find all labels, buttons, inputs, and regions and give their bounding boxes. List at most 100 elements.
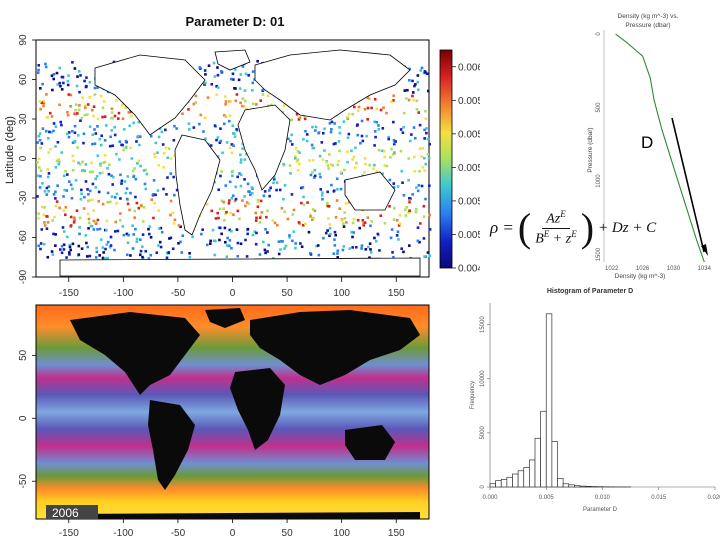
histogram-ytick-label: 10000 bbox=[480, 370, 486, 387]
map-data-dot bbox=[281, 207, 284, 210]
map-data-dot bbox=[417, 240, 420, 243]
map-data-dot bbox=[161, 231, 164, 234]
map-data-dot bbox=[91, 109, 94, 112]
map-data-dot bbox=[330, 128, 333, 131]
histogram-bar bbox=[569, 485, 575, 487]
map-data-dot bbox=[353, 218, 356, 221]
map-data-dot bbox=[195, 95, 198, 98]
map-data-dot bbox=[404, 208, 407, 211]
map-data-dot bbox=[193, 126, 196, 129]
map-data-dot bbox=[107, 192, 110, 195]
map-data-dot bbox=[40, 242, 43, 245]
map-data-dot bbox=[407, 157, 410, 160]
map-data-dot bbox=[411, 95, 414, 98]
map-data-dot bbox=[162, 143, 165, 146]
map-data-dot bbox=[47, 190, 50, 193]
map-data-dot bbox=[419, 222, 422, 225]
map-data-dot bbox=[179, 241, 182, 244]
map-data-dot bbox=[137, 160, 140, 163]
map-data-dot bbox=[144, 250, 147, 253]
map-data-dot bbox=[217, 217, 220, 220]
map-data-dot bbox=[401, 181, 404, 184]
histogram-panel: Histogram of Parameter D Frequency Param… bbox=[460, 285, 720, 540]
map-data-dot bbox=[40, 228, 43, 231]
map-data-dot bbox=[328, 153, 331, 156]
map-data-dot bbox=[374, 98, 377, 101]
map-data-dot bbox=[359, 142, 362, 145]
map-data-dot bbox=[295, 147, 298, 150]
map-data-dot bbox=[188, 122, 191, 125]
map-data-dot bbox=[41, 206, 44, 209]
map-data-dot bbox=[149, 254, 152, 257]
map-data-dot bbox=[139, 238, 142, 241]
map-data-dot bbox=[129, 146, 132, 149]
map-data-dot bbox=[87, 103, 90, 106]
map-data-dot bbox=[136, 202, 139, 205]
map-data-dot bbox=[81, 96, 84, 99]
map-data-dot bbox=[260, 200, 263, 203]
map-data-dot bbox=[378, 249, 381, 252]
map-data-dot bbox=[330, 184, 333, 187]
map-data-dot bbox=[49, 148, 52, 151]
map-data-dot bbox=[103, 100, 106, 103]
map-data-dot bbox=[257, 201, 260, 204]
map-data-dot bbox=[317, 244, 320, 247]
map-data-dot bbox=[370, 107, 373, 110]
map-data-dot bbox=[217, 74, 220, 77]
map-data-dot bbox=[251, 186, 254, 189]
map-data-dot bbox=[104, 257, 107, 260]
map-data-dot bbox=[78, 233, 81, 236]
map-data-dot bbox=[146, 173, 149, 176]
map-data-dot bbox=[410, 133, 413, 136]
profile-panel: Density (kg m^-3) vs. Pressure (dbar) Pr… bbox=[480, 0, 720, 290]
map-data-dot bbox=[322, 132, 325, 135]
map-data-dot bbox=[39, 186, 42, 189]
map-data-dot bbox=[232, 132, 235, 135]
map-data-dot bbox=[382, 127, 385, 130]
map-data-dot bbox=[322, 237, 325, 240]
map-data-dot bbox=[327, 167, 330, 170]
map-data-dot bbox=[229, 181, 232, 184]
map-data-dot bbox=[165, 193, 168, 196]
map-data-dot bbox=[424, 70, 427, 73]
map-data-dot bbox=[216, 212, 219, 215]
map-data-dot bbox=[397, 185, 400, 188]
map-data-dot bbox=[174, 219, 177, 222]
map-data-dot bbox=[327, 217, 330, 220]
map-data-dot bbox=[355, 246, 358, 249]
map-data-dot bbox=[48, 172, 51, 175]
map-data-dot bbox=[267, 244, 270, 247]
histogram-title: Histogram of Parameter D bbox=[547, 288, 633, 295]
profile-xtick-label: 1034 bbox=[698, 266, 712, 272]
map-data-dot bbox=[132, 247, 135, 250]
map-data-dot bbox=[71, 188, 74, 191]
map-data-dot bbox=[39, 248, 42, 251]
map-data-dot bbox=[374, 130, 377, 133]
map-data-dot bbox=[319, 188, 322, 191]
histogram-bar bbox=[529, 460, 535, 487]
map-data-dot bbox=[54, 145, 57, 148]
map-data-dot bbox=[94, 142, 97, 145]
map-data-dot bbox=[87, 193, 90, 196]
map-data-dot bbox=[58, 104, 61, 107]
map-data-dot bbox=[312, 159, 315, 162]
map-data-dot bbox=[58, 163, 61, 166]
map-data-dot bbox=[127, 175, 130, 178]
map-data-dot bbox=[167, 251, 170, 254]
map-data-dot bbox=[58, 207, 61, 210]
map-data-dot bbox=[291, 240, 294, 243]
map-data-dot bbox=[345, 202, 348, 205]
map-data-dot bbox=[259, 216, 262, 219]
map-data-dot bbox=[336, 249, 339, 252]
map-data-dot bbox=[160, 246, 163, 249]
map-data-dot bbox=[228, 120, 231, 123]
map-data-dot bbox=[417, 226, 420, 229]
colorbar-tick-label: 0.0054 bbox=[458, 163, 480, 174]
map-data-dot bbox=[172, 211, 175, 214]
map-data-dot bbox=[66, 173, 69, 176]
map-data-dot bbox=[252, 102, 255, 105]
map-data-dot bbox=[65, 256, 68, 259]
map-data-dot bbox=[247, 74, 250, 77]
